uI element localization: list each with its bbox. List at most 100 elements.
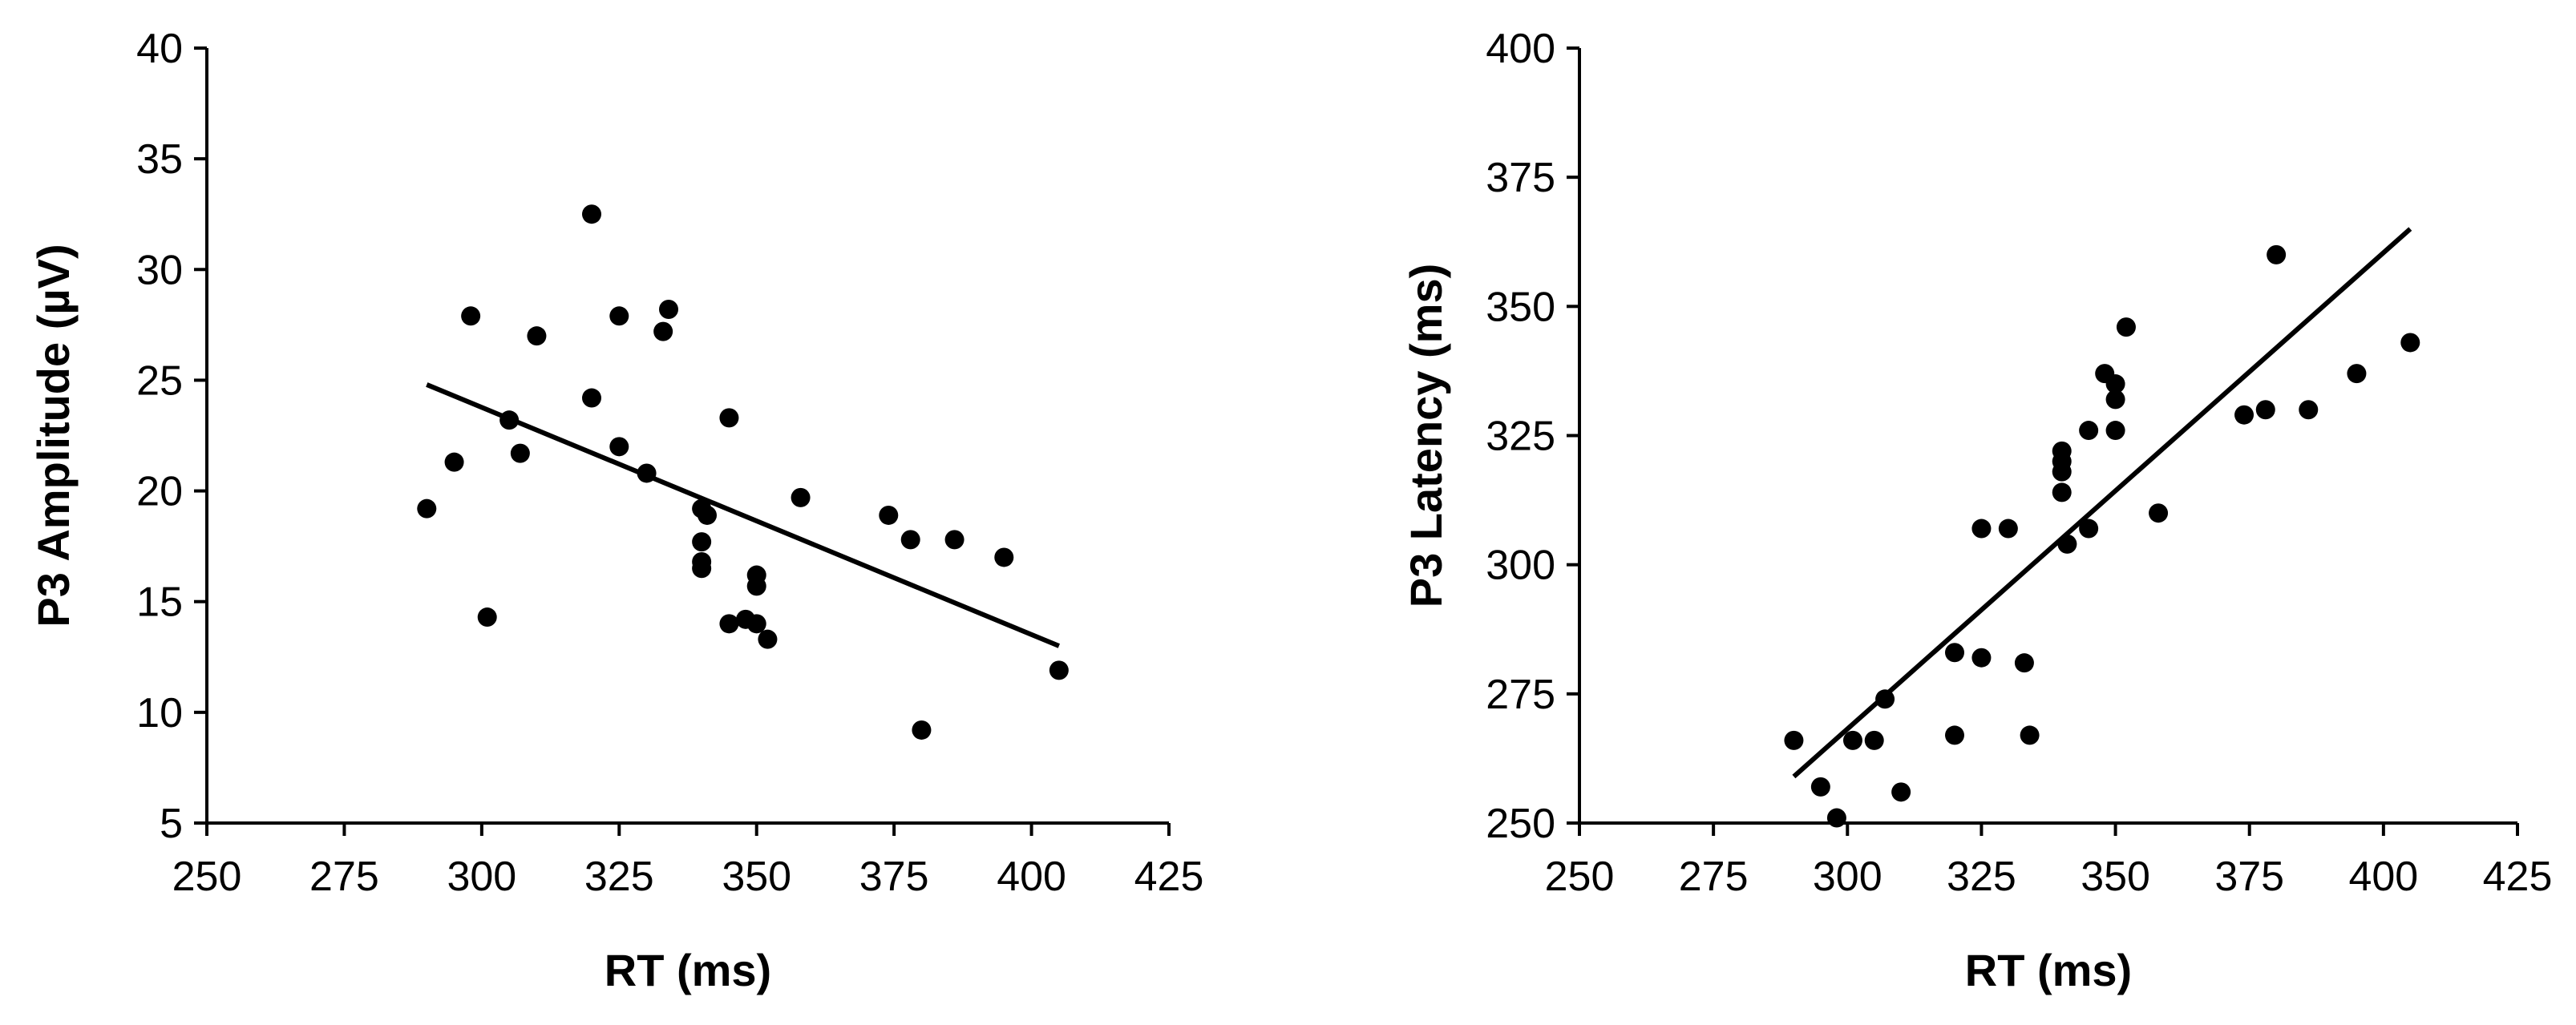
amplitude-y-tick-label: 20 bbox=[136, 469, 183, 515]
latency-data-point bbox=[2255, 400, 2275, 420]
latency-x-tick-label: 250 bbox=[1545, 853, 1615, 900]
latency-x-tick-label: 375 bbox=[2214, 853, 2284, 900]
amplitude-data-point bbox=[692, 559, 712, 579]
latency-y-tick-label: 400 bbox=[1486, 26, 1555, 72]
latency-data-point bbox=[2079, 421, 2099, 441]
amplitude-data-point bbox=[510, 443, 530, 463]
latency-y-tick-label: 250 bbox=[1486, 801, 1555, 847]
amplitude-x-tick-label: 375 bbox=[859, 853, 929, 900]
amplitude-data-point bbox=[758, 629, 778, 649]
latency-data-point bbox=[2105, 421, 2125, 441]
latency-data-point bbox=[1810, 777, 1830, 797]
amplitude-y-tick-label: 15 bbox=[136, 579, 183, 626]
latency-data-point bbox=[2149, 503, 2169, 523]
latency-y-axis-title: P3 Latency (ms) bbox=[1401, 264, 1451, 608]
amplitude-data-point bbox=[746, 576, 766, 596]
latency-y-tick-label: 375 bbox=[1486, 155, 1555, 201]
latency-x-axis-title: RT (ms) bbox=[1965, 945, 2132, 995]
latency-data-point bbox=[1971, 648, 1992, 668]
amplitude-data-point bbox=[461, 306, 481, 326]
amplitude-data-point bbox=[719, 614, 739, 634]
amplitude-scatter-panel: 250 275 300 325 350 375 400 425510152025303540 … bbox=[28, 26, 1203, 995]
amplitude-y-tick-label: 30 bbox=[136, 247, 183, 293]
latency-y-tick-label: 325 bbox=[1486, 414, 1555, 460]
latency-trendline bbox=[1792, 227, 2412, 779]
latency-data-point bbox=[1998, 519, 2018, 539]
amplitude-ticks: 250 275 300 325 350 375 400 425 5 10 15 20 25 30 35 40 bbox=[136, 26, 1203, 900]
latency-y-tick-label: 275 bbox=[1486, 672, 1555, 718]
amplitude-data-point bbox=[527, 326, 547, 346]
amplitude-data-point bbox=[1049, 660, 1069, 680]
amplitude-data-point bbox=[477, 607, 497, 628]
amplitude-y-tick-label: 35 bbox=[136, 136, 183, 183]
amplitude-x-tick-label: 425 bbox=[1134, 853, 1204, 900]
latency-data-point bbox=[2079, 519, 2099, 539]
latency-data-point bbox=[2267, 244, 2287, 264]
latency-data-point bbox=[1864, 730, 1884, 750]
amplitude-points bbox=[417, 204, 1069, 740]
latency-x-tick-label: 325 bbox=[1947, 853, 2016, 900]
latency-data-point bbox=[2052, 462, 2072, 482]
latency-data-point bbox=[1971, 519, 1992, 539]
amplitude-data-point bbox=[698, 505, 717, 525]
latency-y-tick-label: 350 bbox=[1486, 284, 1555, 330]
amplitude-x-axis-title: RT (ms) bbox=[605, 945, 771, 995]
amplitude-x-tick-label: 400 bbox=[997, 853, 1066, 900]
latency-data-point bbox=[1842, 730, 1862, 750]
amplitude-data-point bbox=[417, 498, 437, 519]
amplitude-data-point bbox=[994, 547, 1014, 567]
amplitude-data-point bbox=[944, 530, 964, 550]
amplitude-data-point bbox=[582, 388, 601, 408]
amplitude-data-point bbox=[659, 300, 678, 320]
latency-data-point bbox=[1945, 725, 1964, 745]
latency-data-point bbox=[1891, 782, 1911, 802]
amplitude-data-point bbox=[609, 437, 629, 457]
latency-points bbox=[1784, 244, 2420, 828]
amplitude-x-tick-label: 250 bbox=[172, 853, 242, 900]
latency-x-tick-label: 300 bbox=[1813, 853, 1882, 900]
latency-data-point bbox=[2105, 389, 2125, 410]
amplitude-trendline bbox=[426, 382, 1061, 648]
latency-x-tick-label: 275 bbox=[1679, 853, 1749, 900]
latency-data-point bbox=[2105, 374, 2125, 394]
latency-data-point bbox=[2020, 725, 2040, 745]
amplitude-data-point bbox=[692, 532, 712, 552]
amplitude-data-point bbox=[719, 408, 739, 428]
latency-y-tick-label: 300 bbox=[1486, 543, 1555, 589]
latency-data-point bbox=[1784, 730, 1804, 750]
amplitude-y-tick-label: 25 bbox=[136, 357, 183, 404]
amplitude-x-tick-label: 300 bbox=[447, 853, 516, 900]
amplitude-y-tick-label: 5 bbox=[160, 801, 183, 847]
amplitude-data-point bbox=[609, 306, 629, 326]
latency-ticks: 250 275 300 325 350 375 400 425 250 275 300 325 350 3… bbox=[1486, 26, 2552, 900]
latency-data-point bbox=[2014, 653, 2034, 673]
latency-trendline-group bbox=[1792, 227, 2412, 779]
amplitude-data-point bbox=[791, 487, 811, 507]
amplitude-x-tick-label: 325 bbox=[584, 853, 654, 900]
latency-data-point bbox=[2052, 482, 2072, 502]
amplitude-data-point bbox=[912, 720, 932, 740]
amplitude-axes bbox=[205, 48, 1169, 825]
amplitude-data-point bbox=[653, 321, 673, 341]
amplitude-data-point bbox=[900, 530, 920, 550]
latency-data-point bbox=[2116, 317, 2136, 337]
amplitude-data-point bbox=[582, 204, 601, 224]
amplitude-data-point bbox=[746, 614, 766, 634]
amplitude-y-axis-title: P3 Amplitude (µV) bbox=[28, 244, 79, 627]
latency-data-point bbox=[2400, 333, 2420, 353]
latency-data-point bbox=[1945, 643, 1964, 663]
latency-data-point bbox=[2299, 400, 2319, 420]
latency-x-tick-label: 400 bbox=[2348, 853, 2418, 900]
amplitude-x-tick-label: 275 bbox=[309, 853, 379, 900]
amplitude-y-tick-label: 40 bbox=[136, 26, 183, 72]
amplitude-trendline-group bbox=[426, 382, 1061, 648]
amplitude-x-tick-label: 350 bbox=[722, 853, 791, 900]
latency-data-point bbox=[2234, 405, 2255, 425]
latency-x-tick-label: 425 bbox=[2483, 853, 2553, 900]
amplitude-y-tick-label: 10 bbox=[136, 690, 183, 736]
amplitude-data-point bbox=[879, 505, 899, 525]
amplitude-data-point bbox=[444, 452, 464, 472]
latency-data-point bbox=[2347, 364, 2367, 384]
latency-axes bbox=[1578, 48, 2517, 825]
